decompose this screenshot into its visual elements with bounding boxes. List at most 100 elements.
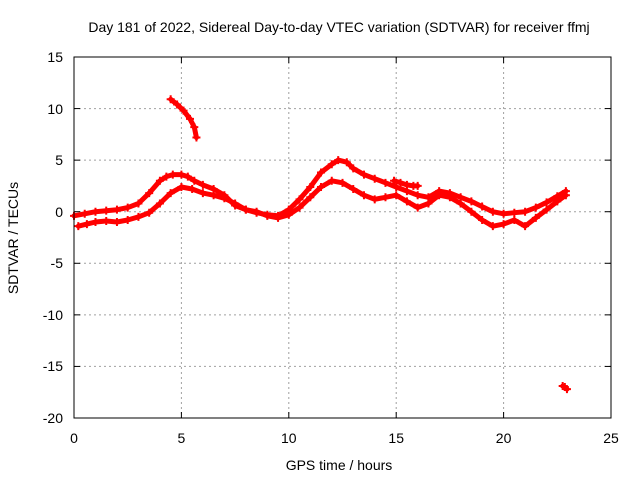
data-point	[488, 222, 497, 231]
data-point	[74, 222, 83, 231]
data-point	[295, 203, 304, 212]
data-point	[91, 218, 100, 227]
x-tick-label: 5	[178, 430, 186, 446]
data-point	[359, 170, 368, 179]
data-point	[177, 170, 186, 179]
data-point	[183, 172, 192, 181]
data-point	[192, 133, 201, 142]
data-point	[424, 199, 433, 208]
data-point	[338, 178, 347, 187]
data-point	[370, 174, 379, 183]
data-point	[413, 203, 422, 212]
data-point	[102, 216, 111, 225]
y-tick-label: -5	[51, 255, 64, 271]
data-point	[295, 195, 304, 204]
data-point	[123, 203, 132, 212]
data-series	[70, 95, 571, 394]
data-point	[327, 160, 336, 169]
data-point	[112, 218, 121, 227]
data-point	[456, 199, 465, 208]
data-point	[349, 185, 358, 194]
data-point	[168, 170, 177, 179]
axis-ticks	[73, 56, 612, 419]
y-tick-label: 10	[47, 101, 63, 117]
data-point	[185, 114, 194, 123]
data-point	[188, 185, 197, 194]
data-point	[521, 207, 530, 216]
data-point	[370, 195, 379, 204]
data-point	[155, 199, 164, 208]
data-point	[542, 205, 551, 214]
series-track-d	[390, 176, 422, 190]
x-tick-labels: 0 5 10 15 20 25	[70, 430, 619, 446]
data-point	[220, 194, 229, 203]
data-point	[510, 208, 519, 217]
data-point	[521, 222, 530, 231]
data-point	[179, 106, 188, 115]
plot-frame	[73, 56, 612, 419]
data-point	[263, 211, 272, 220]
data-point	[531, 213, 540, 222]
data-point	[478, 202, 487, 211]
grid-lines	[74, 57, 611, 418]
data-point	[396, 178, 405, 187]
y-tick-label: -10	[43, 307, 63, 323]
x-tick-label: 15	[388, 430, 404, 446]
data-point	[499, 220, 508, 229]
y-tick-label: -15	[43, 358, 63, 374]
data-point	[162, 172, 171, 181]
x-axis-label: GPS time / hours	[286, 457, 393, 473]
data-point	[252, 207, 261, 216]
data-point	[166, 189, 175, 198]
y-tick-label: 5	[55, 152, 63, 168]
series-track-b	[74, 176, 570, 231]
data-point	[402, 197, 411, 206]
data-point	[381, 193, 390, 202]
data-point	[145, 208, 154, 217]
data-point	[531, 203, 540, 212]
data-point	[317, 182, 326, 191]
data-point	[190, 176, 199, 185]
data-point	[390, 176, 399, 185]
data-point	[478, 215, 487, 224]
data-point	[342, 158, 351, 167]
data-point	[241, 205, 250, 214]
data-point	[209, 191, 218, 200]
data-point	[177, 182, 186, 191]
data-point	[102, 206, 111, 215]
data-point	[445, 193, 454, 202]
data-point	[413, 191, 422, 200]
data-point	[198, 180, 207, 189]
y-axis-label: SDTVAR / TECUs	[5, 182, 21, 294]
data-point	[306, 182, 315, 191]
data-point	[359, 191, 368, 200]
data-point	[467, 197, 476, 206]
data-point	[510, 215, 519, 224]
data-point	[91, 207, 100, 216]
data-point	[166, 95, 175, 104]
series-track-c	[166, 95, 201, 142]
data-point	[155, 176, 164, 185]
data-point	[231, 199, 240, 208]
data-point	[392, 191, 401, 200]
data-point	[82, 220, 91, 229]
data-point	[80, 209, 89, 218]
data-point	[499, 209, 508, 218]
data-point	[327, 176, 336, 185]
data-point	[402, 180, 411, 189]
x-tick-label: 25	[603, 430, 619, 446]
data-point	[553, 197, 562, 206]
y-tick-labels: 15 10 5 0 -5 -10 -15 -20	[43, 49, 63, 426]
data-point	[134, 199, 143, 208]
x-tick-label: 20	[496, 430, 512, 446]
x-tick-label: 0	[70, 430, 78, 446]
x-tick-label: 10	[281, 430, 297, 446]
data-point	[381, 178, 390, 187]
series-track-e	[558, 382, 571, 394]
data-point	[542, 198, 551, 207]
data-point	[467, 207, 476, 216]
y-tick-label: -20	[43, 410, 63, 426]
data-point	[274, 213, 283, 222]
y-tick-label: 0	[55, 204, 63, 220]
